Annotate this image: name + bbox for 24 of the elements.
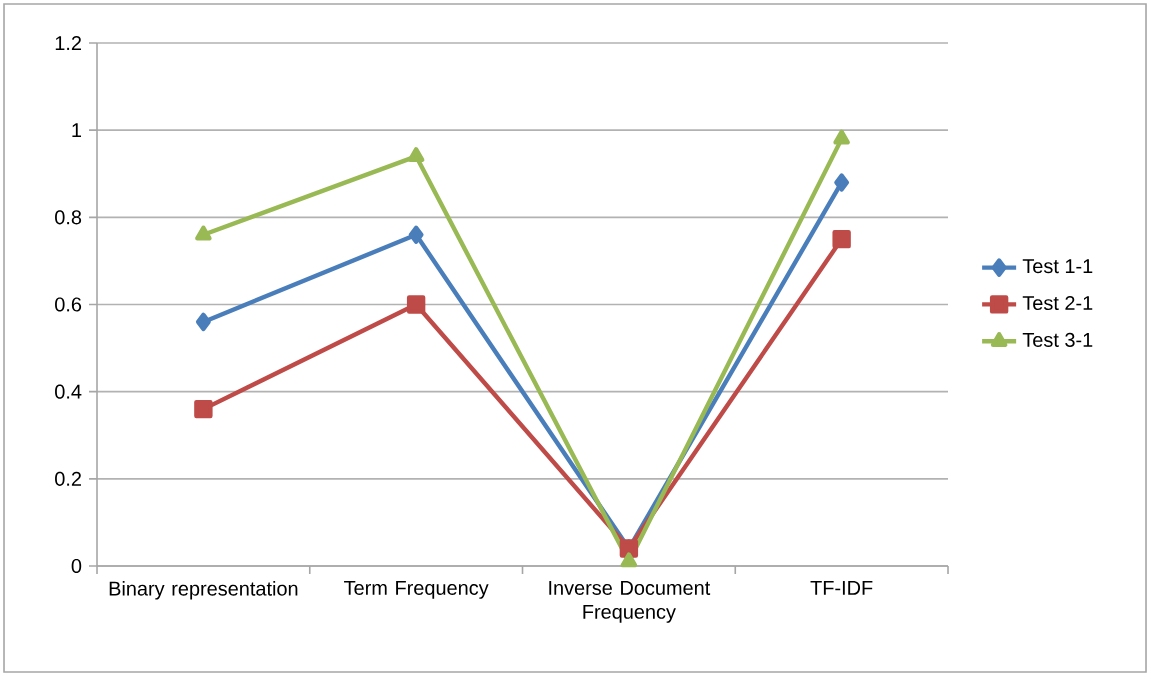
- point: [832, 229, 851, 249]
- legend-label: Test 3-1: [1022, 332, 1093, 347]
- point: [833, 129, 850, 145]
- point: [407, 147, 425, 163]
- legend-label: Test 1-1: [1022, 259, 1093, 274]
- point: [195, 312, 211, 332]
- point: [408, 225, 424, 244]
- legend-label: Test 2-1: [1022, 295, 1093, 311]
- point: [620, 552, 638, 568]
- point: [834, 173, 850, 192]
- point: [195, 225, 212, 241]
- y-tick-label: 1.2: [55, 36, 81, 50]
- y-tick-label: 0.8: [55, 210, 82, 225]
- y-tick-label: 0.2: [55, 471, 81, 486]
- x-tick-label: Binary representation: [109, 581, 298, 600]
- y-tick-label: 0.4: [55, 384, 82, 399]
- point: [406, 295, 426, 314]
- x-tick-label: Term Frequency: [344, 581, 489, 599]
- x-tick-label: TF-IDF: [810, 581, 873, 595]
- y-tick-label: 0: [71, 558, 82, 574]
- y-tick-label: 0.6: [55, 297, 82, 312]
- x-tick-label: Inverse Document Frequency: [549, 581, 711, 623]
- point: [194, 399, 213, 419]
- y-tick-label: 1: [72, 123, 82, 138]
